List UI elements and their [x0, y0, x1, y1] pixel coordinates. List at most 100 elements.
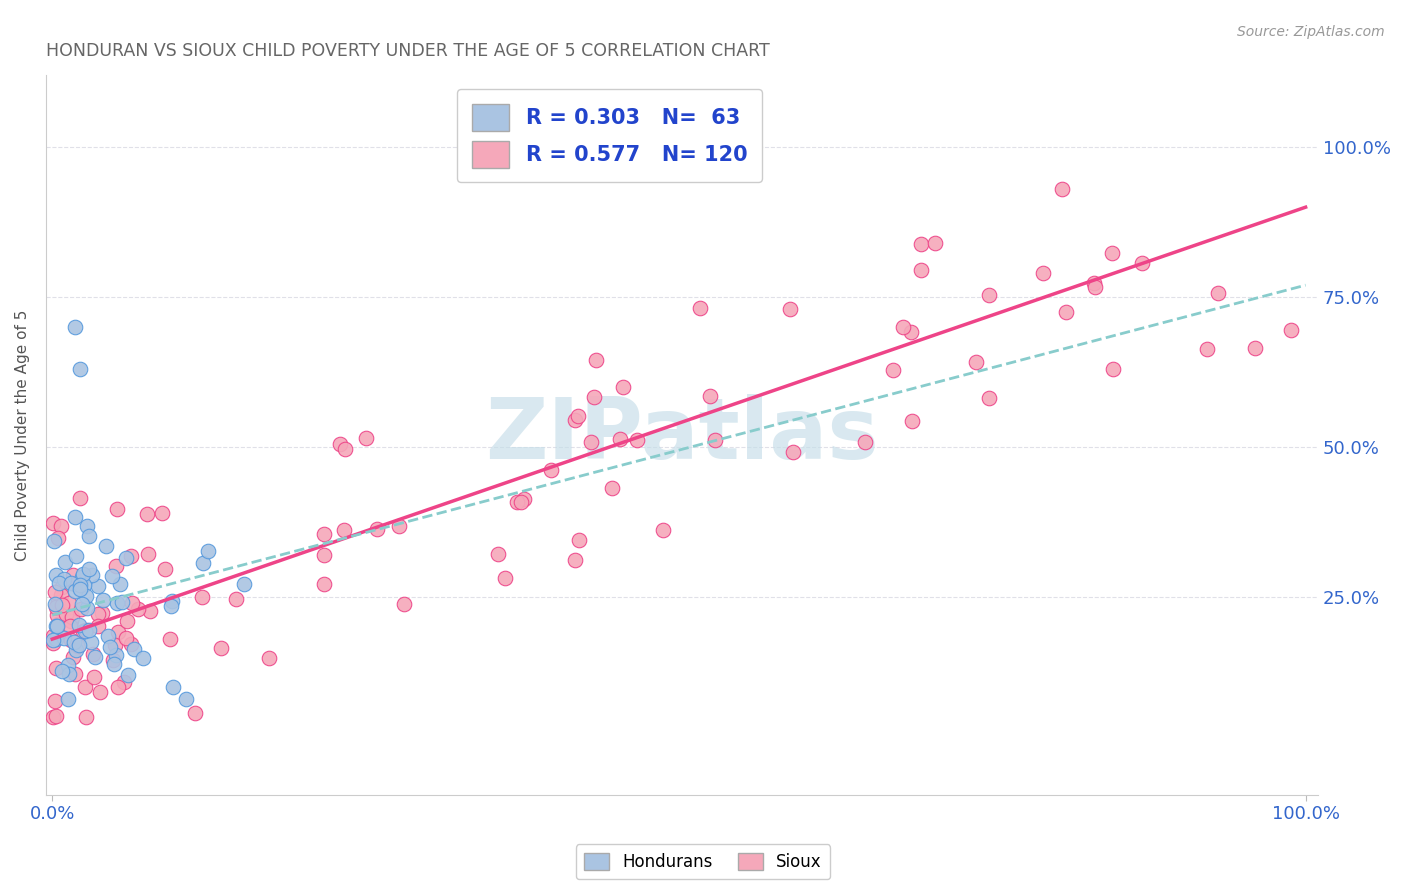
Point	[117, 668, 139, 682]
Point	[45, 599, 67, 614]
Point	[486, 547, 509, 561]
Text: ZIPatlas: ZIPatlas	[485, 393, 879, 476]
Point	[112, 675, 135, 690]
Point	[45, 708, 67, 723]
Point	[1279, 323, 1302, 337]
Point	[564, 412, 586, 426]
Point	[209, 640, 232, 655]
Point	[354, 431, 377, 445]
Point	[965, 355, 987, 369]
Point	[176, 692, 198, 706]
Point	[139, 604, 162, 618]
Point	[94, 539, 117, 553]
Point	[51, 588, 73, 602]
Point	[89, 685, 111, 699]
Point	[51, 664, 73, 678]
Point	[97, 629, 120, 643]
Point	[579, 434, 602, 449]
Point	[58, 667, 80, 681]
Point	[53, 555, 76, 569]
Point	[1054, 305, 1077, 319]
Point	[107, 625, 129, 640]
Point	[1244, 342, 1267, 356]
Point	[63, 634, 86, 648]
Point	[46, 595, 69, 609]
Point	[73, 624, 96, 638]
Point	[101, 569, 124, 583]
Point	[977, 391, 1000, 405]
Point	[114, 550, 136, 565]
Point	[540, 463, 562, 477]
Point	[1050, 182, 1073, 196]
Point	[162, 594, 184, 608]
Point	[257, 650, 280, 665]
Point	[51, 599, 73, 613]
Point	[45, 619, 67, 633]
Point	[44, 694, 66, 708]
Point	[87, 607, 110, 621]
Point	[65, 643, 87, 657]
Point	[79, 562, 101, 576]
Point	[79, 529, 101, 543]
Point	[45, 607, 67, 622]
Point	[314, 577, 336, 591]
Point	[98, 640, 121, 654]
Point	[62, 650, 84, 665]
Point	[924, 236, 946, 251]
Point	[513, 492, 536, 507]
Point	[52, 632, 75, 646]
Point	[105, 596, 128, 610]
Point	[910, 236, 932, 251]
Point	[60, 633, 83, 648]
Point	[65, 583, 87, 598]
Point	[101, 653, 124, 667]
Point	[63, 510, 86, 524]
Point	[67, 638, 90, 652]
Point	[127, 601, 149, 615]
Point	[60, 610, 83, 624]
Point	[510, 495, 533, 509]
Point	[335, 442, 357, 456]
Point	[45, 632, 67, 646]
Point	[67, 617, 90, 632]
Point	[91, 606, 114, 620]
Point	[51, 580, 73, 594]
Point	[82, 568, 104, 582]
Point	[689, 301, 711, 315]
Point	[72, 570, 94, 584]
Point	[1083, 277, 1105, 291]
Point	[69, 582, 91, 597]
Point	[585, 352, 607, 367]
Point	[108, 577, 131, 591]
Point	[333, 523, 356, 537]
Point	[105, 502, 128, 516]
Point	[76, 518, 98, 533]
Point	[232, 576, 254, 591]
Point	[184, 706, 207, 720]
Point	[626, 434, 648, 448]
Point	[314, 548, 336, 562]
Point	[388, 519, 411, 533]
Point	[910, 263, 932, 277]
Point	[56, 658, 79, 673]
Point	[190, 590, 212, 604]
Point	[366, 522, 388, 536]
Point	[49, 519, 72, 533]
Point	[104, 648, 127, 662]
Point	[160, 599, 183, 614]
Point	[75, 623, 97, 637]
Point	[612, 380, 634, 394]
Point	[121, 596, 143, 610]
Point	[506, 494, 529, 508]
Point	[122, 642, 145, 657]
Point	[567, 409, 589, 424]
Point	[62, 568, 84, 582]
Point	[779, 301, 801, 316]
Point	[91, 593, 114, 607]
Point	[42, 534, 65, 549]
Point	[882, 362, 904, 376]
Point	[328, 436, 350, 450]
Point	[72, 597, 94, 611]
Point	[58, 596, 80, 610]
Point	[891, 320, 914, 334]
